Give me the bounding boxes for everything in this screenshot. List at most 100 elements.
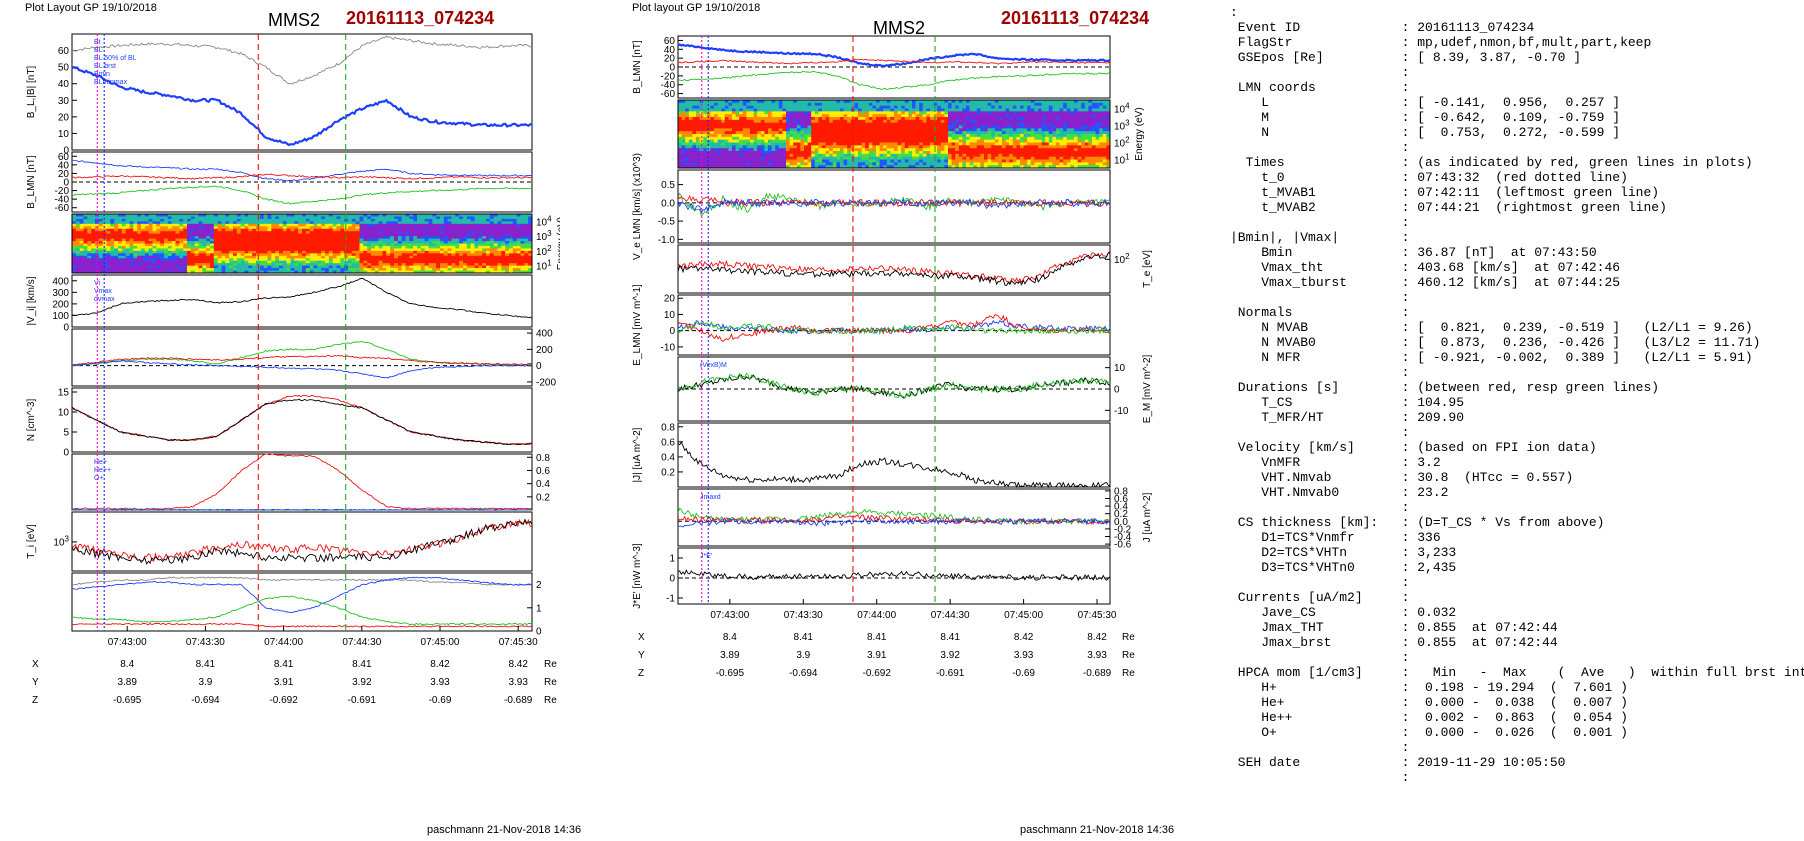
spectrogram-cell: [252, 248, 257, 252]
spectrogram-cell: [183, 243, 188, 247]
spectrogram-cell: [782, 145, 787, 149]
spectrogram-cell: [125, 221, 130, 225]
spectrogram-cell: [386, 258, 391, 262]
spectrogram-cell: [317, 258, 322, 262]
spectrogram-cell: [106, 258, 111, 262]
spectrogram-cell: [271, 231, 276, 235]
spectrogram-cell: [106, 255, 111, 259]
spectrogram-cell: [290, 241, 295, 244]
spectrogram-cell: [516, 245, 521, 249]
spectrogram-cell: [236, 228, 242, 232]
spectrogram-cell: [703, 148, 708, 152]
spectrogram-cell: [786, 102, 791, 107]
spectrogram-cell: [822, 108, 827, 112]
spectrogram-cell: [524, 218, 529, 222]
spectrogram-cell: [114, 216, 119, 220]
spectrogram-cell: [210, 263, 215, 267]
spectrogram-cell: [782, 159, 787, 163]
spectrogram-cell: [194, 218, 199, 222]
spectrogram-cell: [509, 226, 514, 230]
spectrogram-cell: [822, 131, 827, 135]
spectrogram-cell: [328, 255, 334, 259]
spectrogram-cell: [818, 111, 823, 115]
spectrogram-cell: [363, 218, 368, 222]
spectrogram-cell: [152, 258, 157, 262]
spectrogram-cell: [466, 253, 472, 257]
spectrogram-cell: [137, 260, 142, 264]
spectrogram-cell: [872, 114, 877, 118]
spectrogram-cell: [811, 108, 816, 112]
spectrogram-cell: [735, 105, 740, 109]
spectrogram-cell: [804, 136, 809, 141]
spectrogram-cell: [363, 245, 368, 249]
spectrogram-cell: [279, 236, 284, 240]
spectrogram-cell: [768, 165, 773, 169]
spectrogram-cell: [501, 270, 506, 274]
spectrogram-cell: [302, 248, 307, 252]
spectrogram-cell: [908, 134, 913, 138]
spectrogram-cell: [420, 223, 426, 227]
spectrogram-cell: [493, 243, 498, 247]
spectrogram-cell: [497, 238, 502, 242]
spectrogram-cell: [478, 221, 483, 225]
spectrogram-cell: [800, 117, 805, 121]
spectrogram-cell: [447, 265, 452, 269]
spectrogram-cell: [302, 241, 307, 244]
spectrogram-cell: [850, 102, 855, 107]
spectrogram-cell: [129, 255, 134, 259]
spectrogram-cell: [890, 156, 895, 160]
spectrogram-cell: [463, 238, 468, 242]
spectrogram-cell: [944, 159, 949, 163]
spectrogram-cell: [313, 214, 318, 217]
spectrogram-cell: [325, 253, 330, 257]
spectrogram-cell: [206, 216, 211, 220]
spectrogram-cell: [757, 153, 762, 158]
spectrogram-cell: [832, 162, 837, 166]
spectrogram-cell: [405, 263, 410, 267]
spectrogram-cell: [432, 231, 437, 235]
spectrogram-cell: [470, 243, 475, 247]
spectrogram-cell: [926, 105, 931, 109]
spectrogram-cell: [233, 250, 238, 254]
spectrogram-cell: [681, 134, 686, 138]
spectrogram-cell: [501, 248, 506, 252]
spectrogram-cell: [714, 134, 719, 138]
spectrogram-cell: [263, 216, 268, 220]
spectrogram-cell: [305, 265, 311, 269]
spectrogram-cell: [757, 159, 762, 163]
spectrogram-cell: [114, 263, 119, 267]
spectrogram-cell: [436, 226, 441, 230]
spectrogram-cell: [854, 145, 859, 149]
spectrogram-cell: [271, 233, 276, 237]
spectrogram-cell: [879, 119, 884, 124]
spectrogram-cell: [417, 255, 422, 259]
spectrogram-cell: [382, 260, 387, 264]
spectrogram-cell: [129, 226, 134, 230]
spectrogram-cell: [428, 233, 433, 237]
spectrogram-cell: [210, 218, 215, 222]
spectrogram-cell: [497, 245, 502, 249]
spectrogram-cell: [374, 236, 380, 240]
spectrogram-cell: [102, 270, 107, 274]
spectrogram-cell: [271, 243, 276, 247]
spectrogram-cell: [455, 216, 460, 220]
spectrogram-cell: [940, 165, 945, 169]
spectrogram-cell: [282, 223, 288, 227]
spectrogram-cell: [401, 233, 406, 237]
spectrogram-cell: [482, 250, 487, 254]
spectrogram-cell: [753, 108, 758, 112]
spectrogram-cell: [340, 231, 345, 235]
spectrogram-cell: [685, 145, 690, 149]
spectrogram-cell: [753, 102, 758, 107]
spectrogram-cell: [409, 258, 414, 262]
spectrogram-cell: [417, 250, 422, 254]
spectrogram-cell: [302, 253, 307, 257]
spectrogram-cell: [486, 226, 491, 230]
spectrogram-cell: [378, 236, 383, 240]
spectrogram-cell: [424, 241, 429, 244]
spectrogram-cell: [340, 245, 345, 249]
spectrogram-cell: [926, 156, 931, 160]
spectrogram-cell: [313, 263, 318, 267]
spectrogram-cell: [919, 156, 924, 160]
spectrogram-cell: [728, 131, 733, 135]
